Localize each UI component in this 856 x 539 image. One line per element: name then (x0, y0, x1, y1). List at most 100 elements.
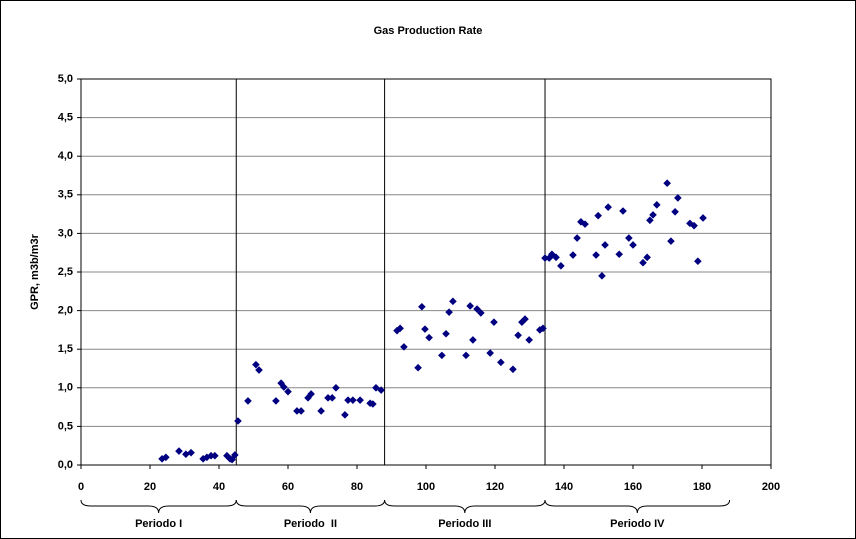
period-brace (80, 499, 237, 514)
y-tick-label: 2,5 (58, 266, 73, 278)
data-point (377, 386, 385, 394)
data-point (514, 331, 522, 340)
x-tick-label: 140 (555, 481, 573, 493)
data-point (649, 211, 657, 219)
data-point (400, 343, 408, 351)
data-point (393, 326, 401, 335)
data-point (667, 237, 675, 245)
data-point (509, 365, 517, 374)
data-point (307, 390, 315, 398)
data-point (425, 333, 433, 342)
data-point (396, 324, 404, 333)
data-point (694, 257, 702, 265)
data-point (223, 451, 231, 460)
data-point (341, 411, 349, 419)
period-label: Periodo I (135, 518, 182, 530)
data-point (671, 207, 679, 216)
y-tick-label: 1,0 (58, 382, 73, 394)
data-point (199, 455, 207, 463)
data-point (162, 453, 170, 462)
data-point (552, 253, 560, 262)
data-point (203, 453, 211, 462)
data-point (328, 394, 336, 402)
data-point (284, 387, 292, 396)
period-brace (384, 499, 546, 514)
data-point (699, 214, 707, 222)
x-tick-label: 40 (213, 481, 225, 493)
x-tick-label: 80 (351, 481, 363, 493)
data-point (324, 394, 332, 402)
data-point (674, 194, 682, 202)
data-point (418, 302, 426, 311)
data-point (421, 325, 429, 333)
data-point (280, 383, 288, 391)
data-point (317, 407, 325, 415)
x-tick-label: 100 (417, 481, 435, 493)
x-tick-label: 60 (282, 481, 294, 493)
period-label: Periodo IV (610, 518, 665, 530)
y-tick-label: 0,5 (58, 420, 73, 432)
data-point (252, 360, 260, 369)
data-point (175, 447, 183, 455)
data-point (158, 455, 166, 463)
data-point (490, 318, 498, 326)
y-tick-label: 4,0 (58, 150, 73, 162)
data-point (332, 384, 340, 392)
data-point (598, 272, 606, 280)
x-tick-label: 160 (624, 481, 642, 493)
data-point (690, 221, 698, 230)
data-point (462, 351, 470, 360)
data-point (592, 251, 600, 259)
data-point (486, 349, 494, 357)
x-tick-label: 200 (762, 481, 780, 493)
data-point (615, 250, 623, 259)
data-point (629, 241, 637, 249)
data-point (228, 455, 236, 464)
data-point (525, 336, 533, 344)
period-brace (544, 499, 731, 514)
data-point (234, 417, 242, 425)
period-brace (235, 499, 386, 514)
data-point (438, 351, 446, 360)
period-label: Periodo III (438, 518, 491, 530)
data-point (356, 396, 364, 404)
data-point (445, 308, 453, 316)
y-tick-label: 1,5 (58, 343, 73, 355)
data-point (211, 451, 219, 460)
data-point (604, 203, 612, 211)
y-tick-label: 2,0 (58, 305, 73, 317)
data-point (187, 448, 195, 457)
x-tick-label: 120 (486, 481, 504, 493)
data-point (569, 251, 577, 259)
x-tick-label: 20 (144, 481, 156, 493)
data-point (372, 384, 380, 392)
data-point (663, 179, 671, 188)
y-tick-label: 3,5 (58, 189, 73, 201)
data-point (594, 211, 602, 220)
data-point (272, 397, 280, 405)
data-point (539, 324, 547, 333)
data-point (466, 302, 474, 310)
data-point (497, 358, 505, 367)
data-point (639, 258, 647, 267)
x-tick-label: 180 (693, 481, 711, 493)
y-tick-label: 5,0 (58, 73, 73, 85)
data-point (414, 363, 422, 372)
data-point (231, 451, 239, 459)
x-tick-label: 0 (78, 481, 84, 493)
data-point (573, 234, 581, 242)
data-point (255, 366, 263, 374)
data-point (369, 400, 377, 408)
data-point (442, 329, 450, 338)
data-point (469, 336, 477, 344)
data-point (557, 262, 565, 270)
data-point (297, 407, 305, 415)
data-point (541, 254, 549, 262)
data-point (653, 201, 661, 209)
data-point (244, 397, 252, 405)
period-label: Periodo II (284, 518, 337, 530)
chart-title: Gas Production Rate (374, 25, 483, 37)
data-point (625, 234, 633, 242)
data-point (643, 253, 651, 262)
